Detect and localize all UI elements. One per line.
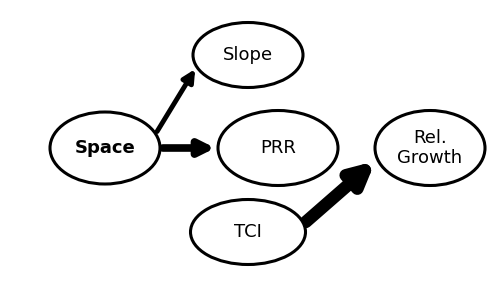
Text: Slope: Slope — [223, 46, 273, 64]
Ellipse shape — [218, 110, 338, 185]
Text: Space: Space — [74, 139, 136, 157]
Text: TCI: TCI — [234, 223, 262, 241]
Ellipse shape — [375, 110, 485, 185]
Text: PRR: PRR — [260, 139, 296, 157]
Text: Rel.
Growth: Rel. Growth — [398, 129, 462, 167]
Ellipse shape — [50, 112, 160, 184]
Ellipse shape — [190, 199, 306, 265]
Ellipse shape — [193, 22, 303, 88]
